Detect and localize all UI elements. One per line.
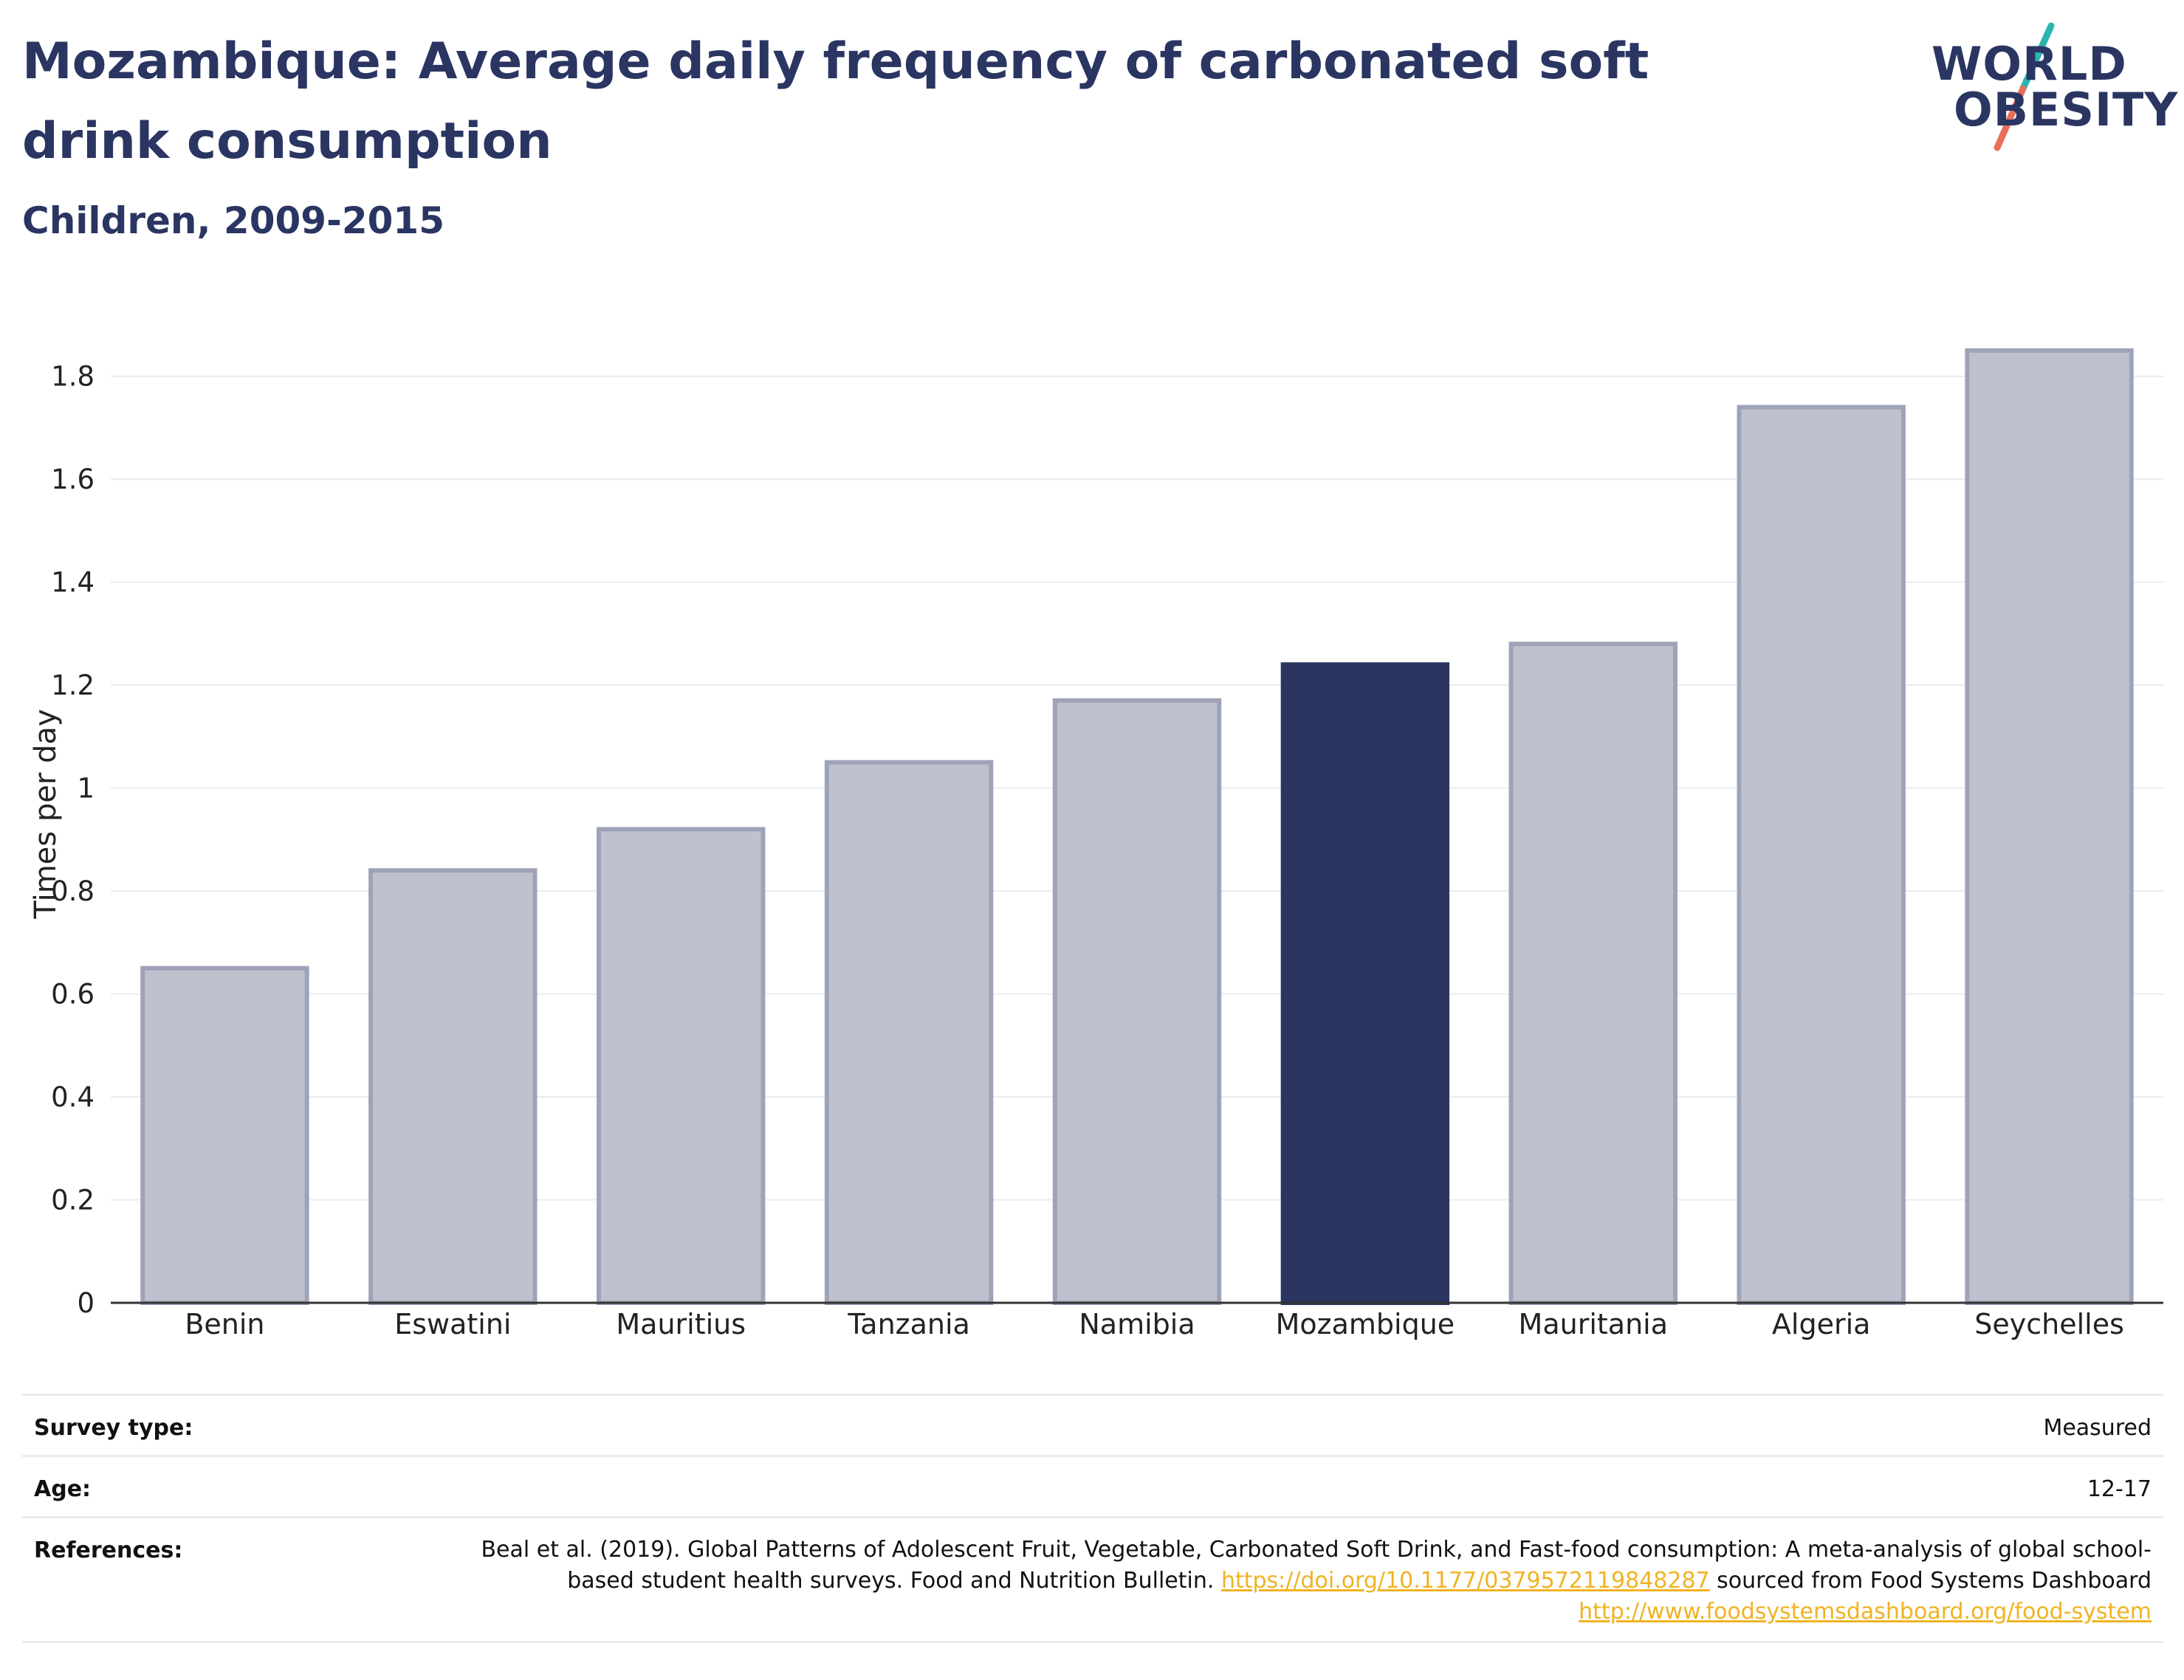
x-tick-label: Tanzania [847,1308,969,1340]
chart-subtitle: Children, 2009-2015 [22,199,444,242]
references-label: References: [34,1538,183,1563]
bar-namibia [1052,698,1222,1305]
bar-tanzania [824,760,994,1305]
bar-seychelles [1965,348,2134,1306]
bar-algeria [1737,404,1906,1305]
logo-line-1: WORLD [1931,37,2127,91]
doi-link[interactable]: https://doi.org/10.1177/0379572119848287 [1220,1568,1710,1594]
references-row: References: Beal et al. (2019). Global P… [22,1516,2163,1643]
logo-slash-icon [1994,22,2055,151]
y-tick-label: 0.4 [51,1081,95,1113]
bar-mauritania [1508,641,1678,1305]
x-tick-label: Namibia [1079,1308,1195,1340]
logo-line-2: OBESITY [1954,83,2179,137]
y-tick-label: 1 [77,773,95,805]
reference-source: sourced from Food Systems Dashboard [1717,1568,2152,1594]
y-tick-label: 0.2 [51,1185,95,1216]
metadata-table: Survey type: Measured Age: 12-17 Referen… [22,1394,2163,1643]
x-tick-label: Mozambique [1276,1308,1455,1340]
y-tick-label: 1.4 [51,567,95,599]
bar-mozambique [1280,662,1450,1305]
x-tick-label: Mauritius [616,1308,746,1340]
x-tick-label: Mauritania [1519,1308,1668,1340]
bar-mauritius [597,827,766,1305]
food-systems-link[interactable]: http://www.foodsystemsdashboard.org/food… [1579,1599,2152,1625]
y-tick-label: 0.8 [51,875,95,907]
x-tick-label: Algeria [1772,1308,1871,1340]
survey-type-row: Survey type: Measured [22,1394,2163,1455]
bar-benin [140,965,309,1305]
y-tick-label: 0.6 [51,979,95,1011]
world-obesity-logo: WORLD OBESITY [1927,22,2177,155]
bar-chart: 0 0.2 0.4 0.6 0.8 1 1.2 1.4 1.6 1.8 Times per day B… [29,348,2163,1340]
survey-type-label: Survey type: [34,1415,193,1441]
survey-type-value: Measured [2043,1415,2152,1441]
references-text: Beal et al. (2019). Global Patterns of A… [418,1518,2152,1641]
y-tick-label: 1.2 [51,669,95,701]
y-tick-label: 1.8 [51,361,95,393]
x-tick-label: Eswatini [394,1308,511,1340]
age-value: 12-17 [2087,1476,2152,1502]
y-tick-label: 0 [77,1287,95,1319]
x-tick-label: Benin [185,1308,264,1340]
age-label: Age: [34,1476,92,1502]
x-tick-label: Seychelles [1974,1308,2124,1340]
y-axis-title: Times per day [29,709,63,919]
age-row: Age: 12-17 [22,1455,2163,1516]
y-tick-label: 1.6 [51,464,95,495]
chart-title: Mozambique: Average daily frequency of c… [22,32,1649,171]
reference-citation: Beal et al. (2019). Global Patterns of A… [481,1537,2152,1594]
bar-eswatini [368,868,538,1305]
